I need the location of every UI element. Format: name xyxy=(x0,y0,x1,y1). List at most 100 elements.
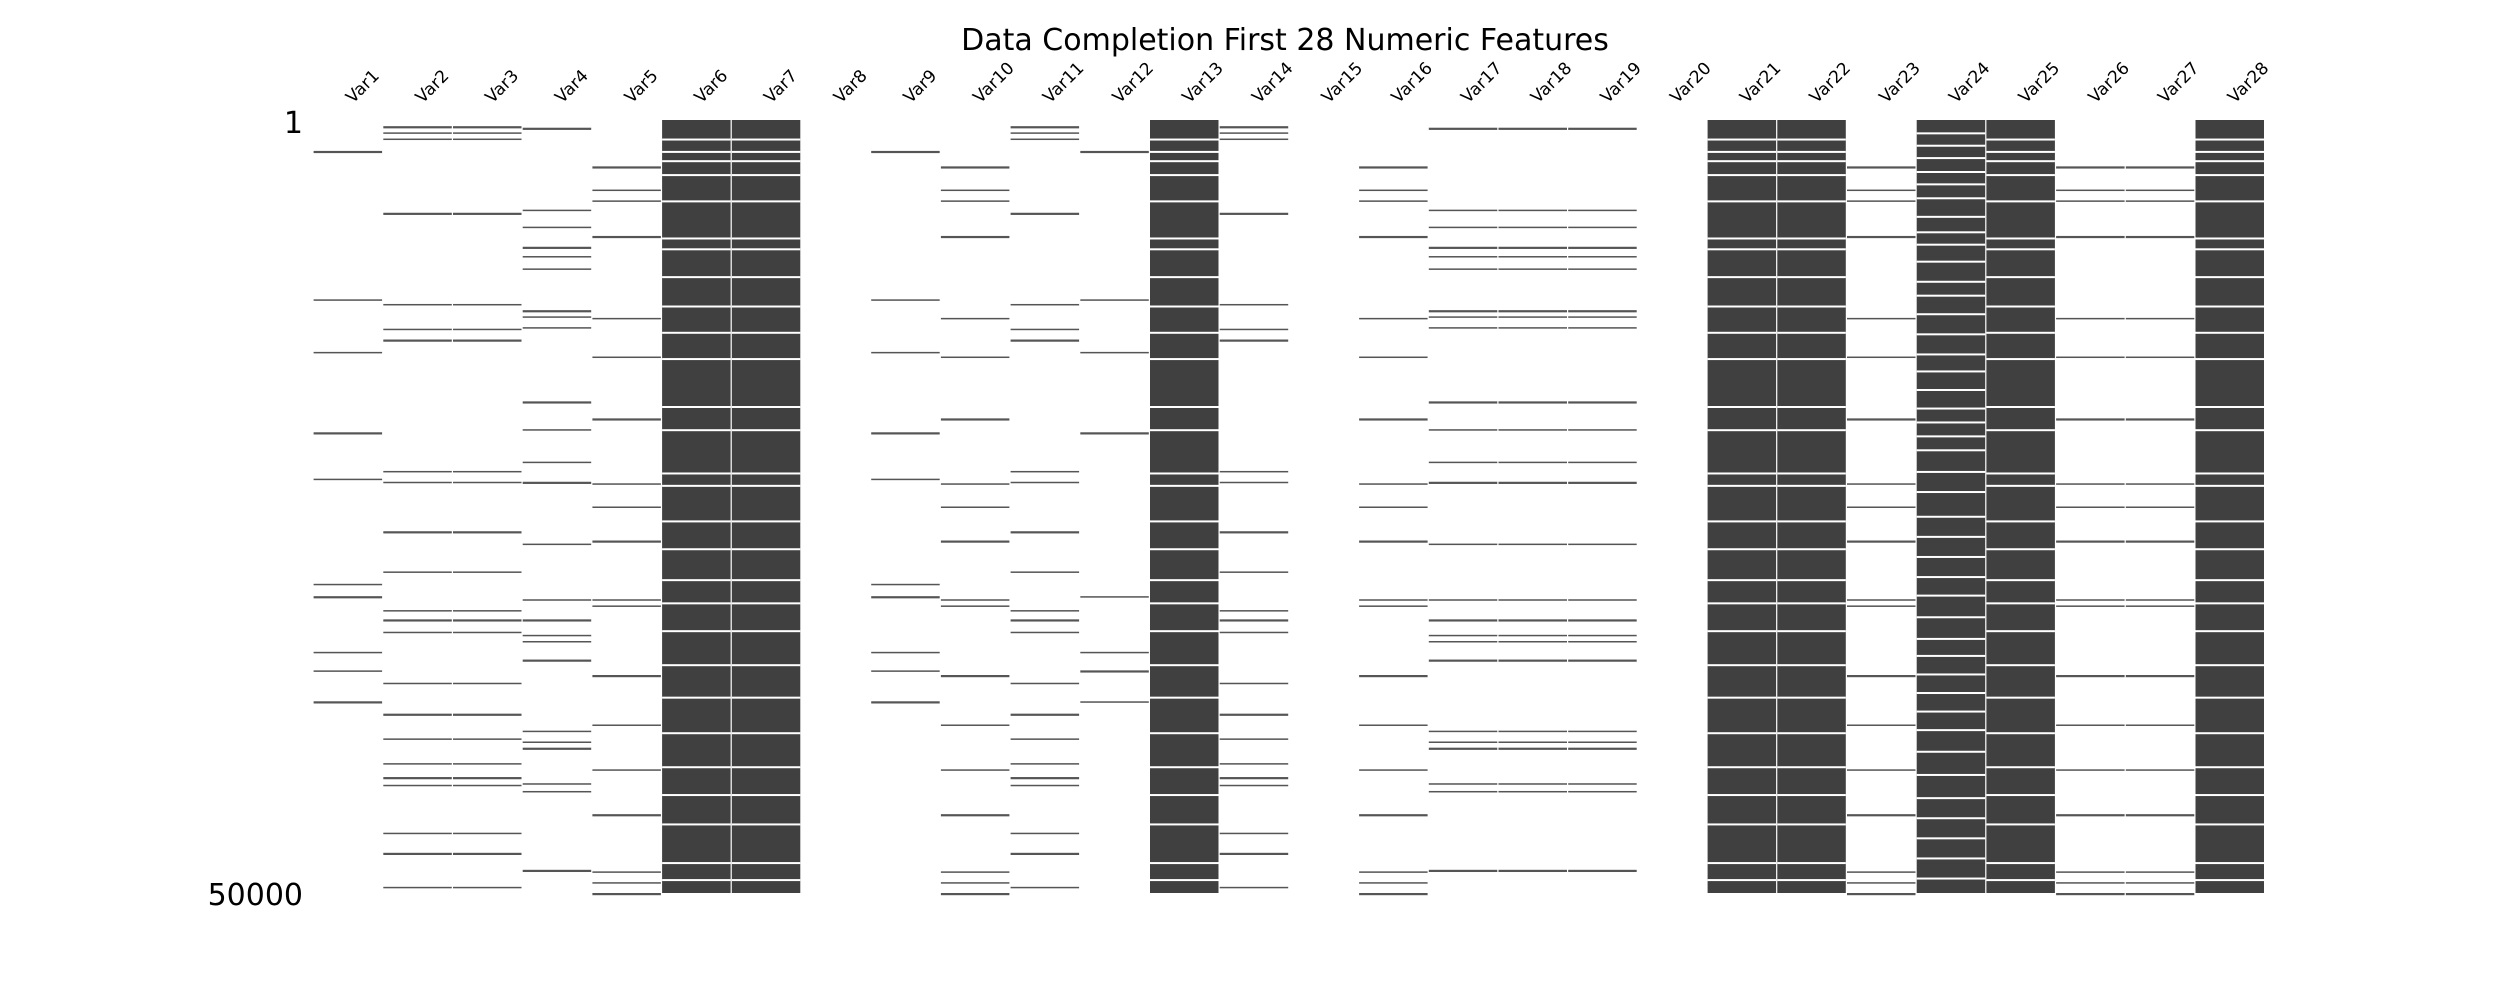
missing-row-line xyxy=(2195,358,2264,361)
present-row-line xyxy=(1428,316,1498,318)
present-row-line xyxy=(1428,659,1498,662)
present-row-line xyxy=(1568,543,1637,546)
present-row-line xyxy=(1010,610,1080,612)
present-row-line xyxy=(1359,893,1428,896)
present-row-line xyxy=(1010,328,1080,331)
missing-row-line xyxy=(1707,276,1777,279)
missing-row-line xyxy=(731,520,801,523)
missing-row-line xyxy=(1916,388,1986,391)
missing-row-line xyxy=(1777,823,1846,826)
present-row-line xyxy=(1568,256,1637,258)
column-var22 xyxy=(1777,120,1846,893)
present-row-line xyxy=(1498,429,1567,431)
missing-row-line xyxy=(1916,773,1986,776)
present-row-line xyxy=(1498,640,1567,643)
present-row-line xyxy=(453,470,522,473)
present-row-line xyxy=(522,246,592,249)
present-row-line xyxy=(1010,713,1080,716)
present-row-line xyxy=(1010,132,1080,134)
present-row-line xyxy=(2125,893,2195,896)
present-row-line xyxy=(1359,675,1428,678)
missing-row-line xyxy=(662,331,731,334)
column-label: Var19 xyxy=(1597,58,1646,107)
present-row-line xyxy=(1080,701,1149,703)
column-var27 xyxy=(2125,166,2195,896)
present-row-line xyxy=(592,724,661,726)
present-row-line xyxy=(1428,599,1498,601)
missing-row-line xyxy=(1707,823,1777,826)
present-row-line xyxy=(1219,682,1289,685)
missing-row-line xyxy=(1916,515,1986,518)
present-row-line xyxy=(1568,599,1637,601)
present-row-line xyxy=(1498,790,1567,793)
present-row-line xyxy=(871,351,940,354)
missing-row-line xyxy=(1916,857,1986,860)
present-row-line xyxy=(1219,784,1289,787)
present-row-line xyxy=(1498,543,1567,546)
present-row-line xyxy=(592,893,661,896)
missing-row-line xyxy=(662,305,731,308)
present-row-line xyxy=(1568,659,1637,662)
present-row-line xyxy=(1359,540,1428,543)
missing-row-line xyxy=(1707,429,1777,432)
present-row-line xyxy=(1568,401,1637,404)
missing-row-line xyxy=(1986,823,2055,826)
present-row-line xyxy=(1428,310,1498,313)
missing-row-line xyxy=(1986,472,2055,475)
present-row-line xyxy=(940,871,1010,873)
present-row-line xyxy=(1219,481,1289,484)
column-fill xyxy=(731,120,801,893)
column-label: Var2 xyxy=(412,66,453,107)
missing-row-line xyxy=(2195,160,2264,163)
missing-row-line xyxy=(731,862,801,865)
present-row-line xyxy=(522,401,592,404)
present-row-line xyxy=(1498,747,1567,750)
missing-row-line xyxy=(1916,729,1986,732)
missing-row-line xyxy=(1986,150,2055,153)
present-row-line xyxy=(1568,869,1637,873)
column-label: Var7 xyxy=(760,66,801,107)
present-row-line xyxy=(522,429,592,431)
missing-row-line xyxy=(2195,630,2264,633)
present-row-line xyxy=(1498,634,1567,637)
missing-row-line xyxy=(662,579,731,582)
missing-row-line xyxy=(1150,331,1219,334)
missing-row-line xyxy=(1707,732,1777,735)
present-row-line xyxy=(1010,531,1080,534)
present-row-line xyxy=(1568,783,1637,785)
present-row-line xyxy=(1847,189,1916,192)
present-row-line xyxy=(1568,741,1637,743)
column-label: Var21 xyxy=(1736,58,1785,107)
present-row-line xyxy=(1010,777,1080,780)
present-row-line xyxy=(1847,506,1916,508)
present-row-line xyxy=(453,138,522,141)
present-row-line xyxy=(1010,126,1080,129)
missing-row-line xyxy=(2195,823,2264,826)
missing-row-line xyxy=(662,174,731,177)
present-row-line xyxy=(453,126,522,129)
missing-row-line xyxy=(1150,879,1219,882)
present-row-line xyxy=(1847,356,1916,359)
present-row-line xyxy=(1219,610,1289,612)
missing-row-line xyxy=(2195,237,2264,240)
present-row-line xyxy=(1428,256,1498,258)
present-row-line xyxy=(522,327,592,329)
missing-row-line xyxy=(1916,750,1986,753)
present-row-line xyxy=(940,882,1010,884)
present-row-line xyxy=(1847,483,1916,485)
missing-row-line xyxy=(2195,664,2264,667)
missing-row-line xyxy=(1986,276,2055,279)
present-row-line xyxy=(383,610,452,612)
present-row-line xyxy=(1080,299,1149,301)
column-label: Var23 xyxy=(1876,58,1925,107)
column-fill xyxy=(1986,120,2055,893)
present-row-line xyxy=(2056,814,2125,817)
present-row-line xyxy=(383,886,452,889)
present-row-line xyxy=(453,738,522,740)
missing-row-line xyxy=(1150,602,1219,605)
present-row-line xyxy=(1568,790,1637,793)
present-row-line xyxy=(1568,268,1637,270)
missing-row-line xyxy=(2195,331,2264,334)
columns-layer xyxy=(313,120,2264,896)
